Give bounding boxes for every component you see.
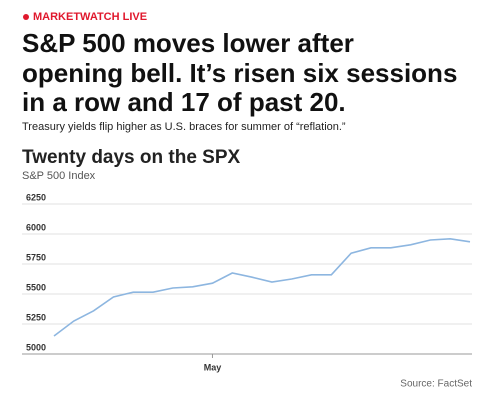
y-tick-label: 6250 [26, 192, 46, 202]
subhead: Treasury yields flip higher as U.S. brac… [22, 121, 346, 133]
line [53, 237, 471, 337]
source: Source: FactSet [400, 379, 472, 390]
kicker-dot [23, 14, 29, 20]
headline-line: in a row and 17 of past 20. [22, 87, 346, 117]
kicker: MARKETWATCH LIVE [33, 11, 147, 23]
chart-title: Twenty days on the SPX [22, 147, 241, 168]
chart-subtitle: S&P 500 Index [22, 170, 96, 182]
y-tick-label: 5250 [26, 312, 46, 322]
headline-line: opening bell. It’s risen six sessions [22, 58, 457, 88]
y-tick-label: 5000 [26, 342, 46, 352]
y-tick-label: 5750 [26, 252, 46, 262]
x-tick-label: May [204, 362, 222, 372]
y-tick-label: 5500 [26, 282, 46, 292]
y-tick-label: 6000 [26, 222, 46, 232]
headline-line: S&P 500 moves lower after [22, 28, 354, 58]
